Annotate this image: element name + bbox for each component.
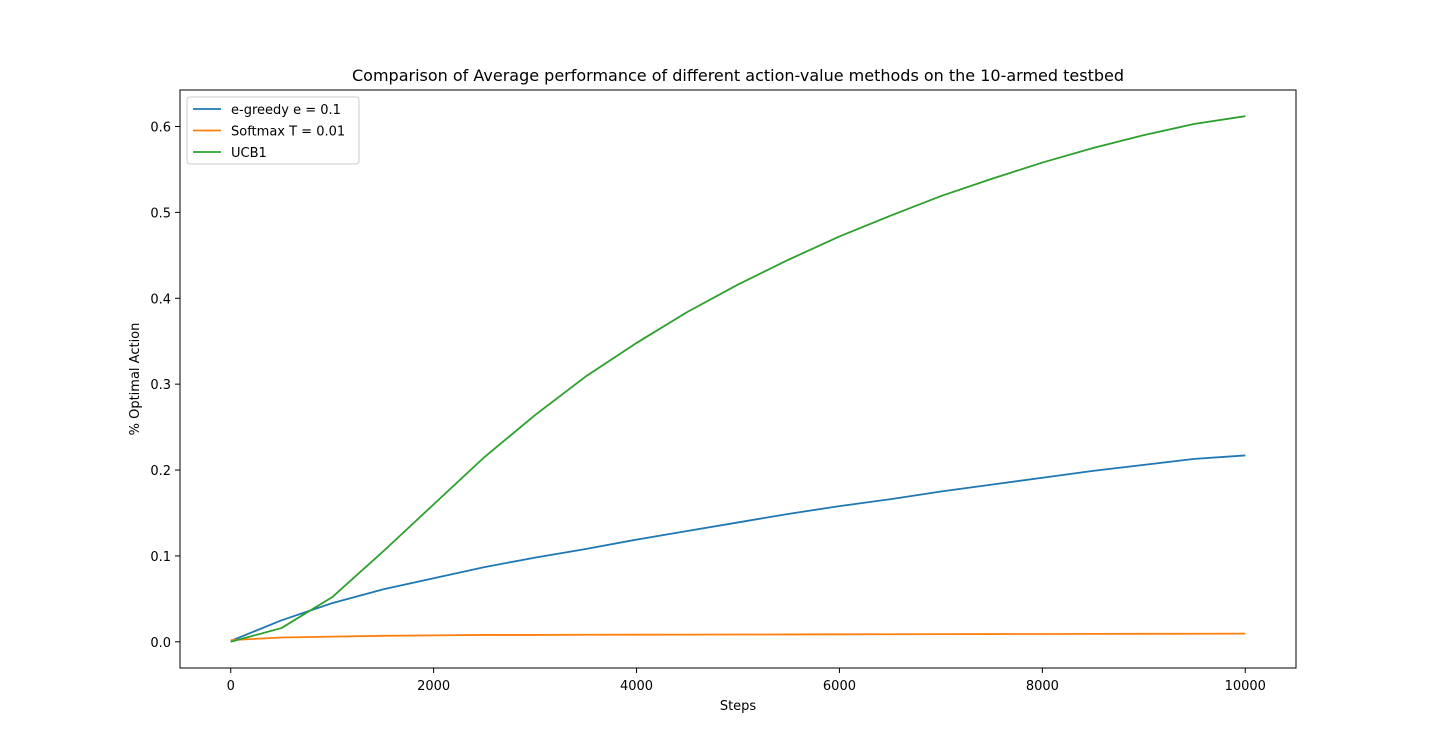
y-tick-label: 0.4	[150, 292, 171, 307]
y-axis-label: % Optimal Action	[128, 323, 143, 436]
y-tick-label: 0.5	[150, 206, 171, 221]
legend-label-2: Softmax T = 0.01	[231, 125, 345, 140]
chart-title: Comparison of Average performance of dif…	[352, 66, 1124, 85]
y-tick-label: 0.3	[150, 378, 171, 393]
plot-frame	[179, 89, 1297, 669]
x-tick-label: 6000	[823, 679, 856, 694]
legend-label-3: UCB1	[231, 146, 267, 161]
x-axis-ticks: 0 2000 4000 6000 8000 10000	[227, 668, 1266, 694]
x-axis-label: Steps	[720, 699, 757, 714]
x-tick-label: 10000	[1225, 679, 1266, 694]
x-tick-label: 0	[227, 679, 235, 694]
series-line-2	[230, 632, 1246, 641]
y-tick-label: 0.1	[150, 550, 171, 565]
y-tick-label: 0.2	[150, 464, 171, 479]
series-line-3	[230, 115, 1246, 643]
legend-label-1: e-greedy e = 0.1	[231, 103, 341, 118]
y-axis-ticks: 0.0 0.1 0.2 0.3 0.4 0.5 0.6	[150, 121, 180, 651]
x-tick-label: 8000	[1026, 679, 1059, 694]
x-tick-label: 2000	[417, 679, 450, 694]
plot-series	[230, 115, 1246, 643]
legend-box	[186, 96, 360, 165]
legend: e-greedy e = 0.1 Softmax T = 0.01 UCB1	[186, 96, 360, 165]
series-line-1	[230, 454, 1246, 642]
x-tick-label: 4000	[620, 679, 653, 694]
y-tick-label: 0.0	[150, 636, 171, 651]
y-tick-label: 0.6	[150, 121, 171, 136]
